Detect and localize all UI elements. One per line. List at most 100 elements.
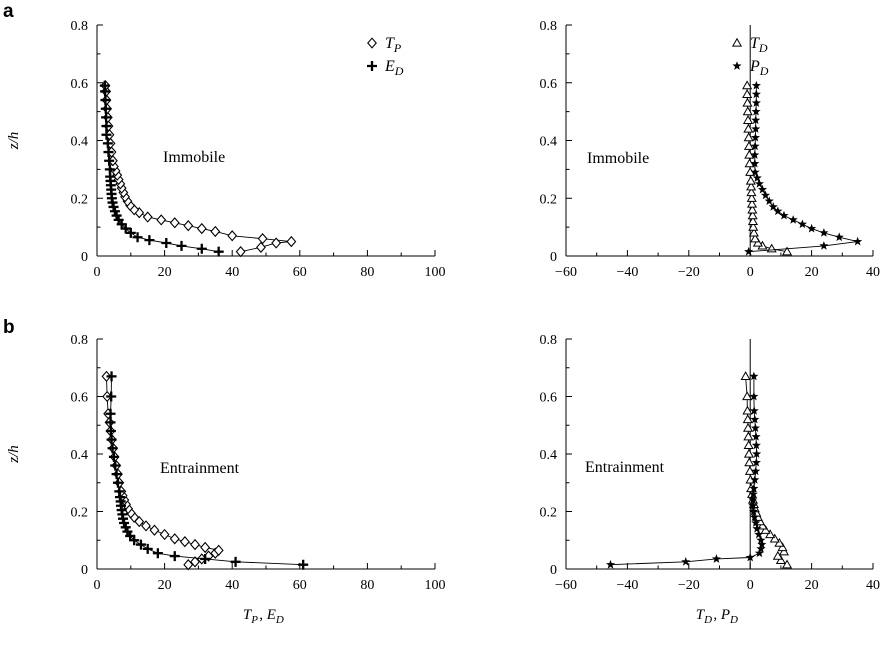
data-point — [743, 123, 754, 133]
data-point — [135, 539, 146, 550]
x-tick-label: 60 — [293, 578, 307, 593]
data-point — [788, 215, 798, 224]
data-point — [742, 422, 754, 432]
series-line — [748, 85, 858, 253]
series-td — [740, 371, 793, 569]
data-point — [102, 138, 113, 149]
chart-panel-1: 0 0.2 0.4 0.6 0.8 0 20 40 60 80 100 z/h Immobile a TP … — [3, 1, 446, 280]
data-point — [742, 89, 753, 98]
data-point — [757, 184, 768, 194]
y-tick-label: 0.4 — [71, 448, 89, 463]
panel-letter: b — [3, 317, 15, 338]
data-point — [104, 164, 115, 175]
data-point — [152, 548, 163, 559]
data-point — [104, 155, 115, 166]
data-point — [742, 414, 753, 424]
data-point — [775, 555, 786, 565]
data-point — [742, 405, 753, 415]
legend-marker — [367, 37, 377, 49]
x-tick-label: 0 — [747, 578, 754, 593]
x-tick-label: 20 — [805, 265, 819, 280]
x-tick-label: −20 — [678, 578, 700, 593]
legend-label: ED — [384, 58, 405, 78]
data-point — [142, 211, 153, 223]
data-point — [742, 391, 753, 401]
data-point — [752, 523, 762, 533]
data-point — [752, 449, 762, 458]
data-point — [183, 220, 194, 232]
y-tick-label: 0.8 — [71, 333, 89, 348]
chart-panel-3: 0 0.2 0.4 0.6 0.8 0 20 40 60 80 100 z/h TP , ED Entr… — [3, 317, 446, 626]
data-point — [749, 371, 759, 381]
data-point — [111, 469, 122, 480]
y-tick-label: 0 — [81, 250, 88, 265]
y-tick-label: 0.4 — [71, 135, 89, 150]
data-point — [196, 243, 207, 254]
data-point — [778, 546, 790, 556]
data-point — [176, 240, 187, 251]
data-point — [605, 559, 616, 569]
data-point — [754, 179, 764, 188]
data-point — [749, 512, 760, 522]
panel-annotation: Immobile — [163, 149, 225, 166]
legend: TD PD — [731, 35, 769, 78]
data-point — [746, 193, 757, 202]
data-point — [125, 227, 136, 238]
x-tick-label: −20 — [678, 265, 700, 280]
data-point — [751, 80, 761, 90]
data-point — [149, 524, 160, 536]
data-point — [132, 232, 143, 243]
legend: TP ED — [367, 35, 405, 78]
chart-panel-2: 0 0.2 0.4 0.6 0.8 −60 −40 −20 0 20 40 Immobile TD PD — [540, 19, 881, 280]
data-point — [772, 550, 783, 560]
data-point — [213, 544, 224, 556]
data-point — [750, 141, 760, 151]
data-point — [740, 371, 751, 381]
data-point — [749, 506, 759, 516]
data-point — [156, 214, 167, 226]
data-point — [169, 551, 180, 562]
data-point — [105, 408, 116, 419]
y-tick-label: 0.4 — [540, 135, 558, 150]
data-point — [765, 529, 776, 539]
data-point — [757, 539, 767, 549]
y-tick-label: 0 — [550, 250, 557, 265]
data-point — [754, 529, 764, 539]
y-tick-label: 0.8 — [71, 19, 89, 34]
data-point — [286, 235, 297, 248]
data-point — [271, 237, 282, 249]
data-point — [298, 559, 309, 570]
y-tick-label: 0.8 — [540, 333, 558, 348]
data-point — [179, 536, 190, 548]
y-tick-label: 0 — [550, 563, 557, 578]
data-point — [764, 196, 774, 206]
data-point — [748, 489, 758, 499]
data-point — [100, 95, 111, 106]
data-point — [210, 225, 221, 238]
data-point — [142, 543, 153, 554]
x-tick-label: 100 — [425, 578, 446, 593]
data-point — [101, 121, 112, 132]
data-point — [190, 538, 200, 551]
y-axis-title: z/h — [6, 445, 22, 464]
legend-marker — [367, 61, 377, 71]
data-point — [747, 204, 758, 214]
data-point — [797, 219, 807, 229]
data-point — [746, 198, 758, 208]
series-pd — [744, 80, 863, 256]
data-point — [112, 477, 123, 488]
x-tick-label: −40 — [616, 578, 638, 593]
data-point — [819, 228, 829, 237]
chart-panel-4: 0 0.2 0.4 0.6 0.8 −60 −40 −20 0 20 40 TD , PD Entra… — [540, 333, 881, 626]
legend-marker — [732, 61, 742, 70]
x-tick-label: 0 — [94, 578, 101, 593]
data-point — [169, 533, 180, 545]
data-point — [760, 524, 771, 534]
x-tick-label: −60 — [555, 578, 577, 593]
data-point — [746, 187, 757, 197]
data-point — [106, 371, 117, 382]
y-axis-title: z/h — [6, 132, 22, 151]
data-point — [114, 486, 125, 497]
data-point — [200, 553, 211, 564]
